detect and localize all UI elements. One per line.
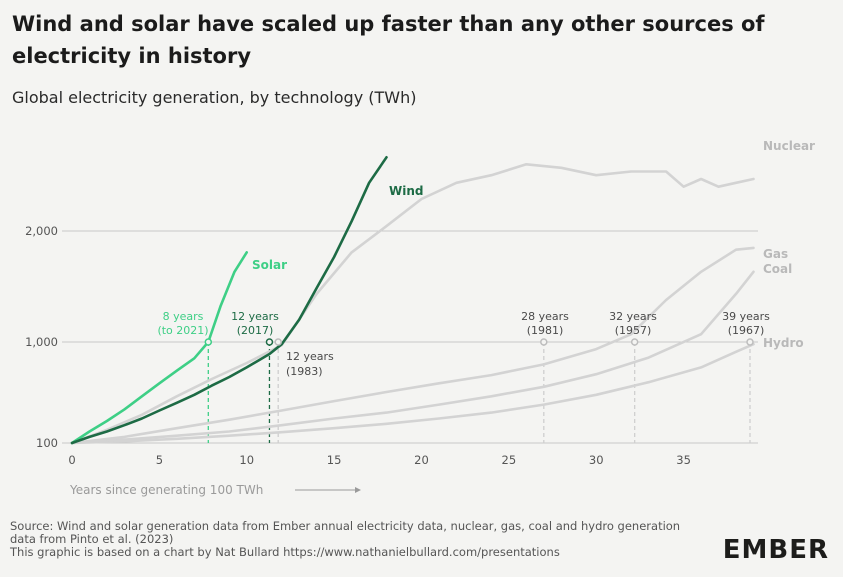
annotation-marker [265, 338, 274, 346]
series-label-wind: Wind [389, 184, 423, 198]
y-tick-label: 2,000 [25, 224, 58, 238]
x-tick-label: 0 [68, 453, 75, 467]
series-label-gas: Gas [763, 247, 788, 261]
x-tick-label: 30 [589, 453, 604, 467]
annotation-marker [540, 338, 548, 346]
annotation-label-years: 12 years [286, 350, 334, 363]
annotation-label-year: (2017) [237, 324, 274, 337]
x-tick-label: 35 [676, 453, 691, 467]
source-note: Source: Wind and solar generation data f… [10, 520, 690, 559]
x-tick-label: 25 [502, 453, 517, 467]
line-chart: 100 1,000 2,000 0 5 10 15 20 25 30 35 Years since g… [25, 139, 815, 497]
y-tick-label: 100 [36, 436, 58, 450]
annotation-label-years: 12 years [231, 310, 279, 323]
annotation-label-years: 39 years [722, 310, 770, 323]
annotation-label-years: 8 years [163, 310, 204, 323]
annotation-label-years: 32 years [609, 310, 657, 323]
series-label-hydro: Hydro [763, 336, 804, 350]
y-tick-label: 1,000 [25, 335, 58, 349]
series-label-solar: Solar [252, 258, 287, 272]
series-label-coal: Coal [763, 262, 792, 276]
x-tick-label: 5 [156, 453, 163, 467]
annotation-label-years: 28 years [521, 310, 569, 323]
source-line-2: This graphic is based on a chart by Nat … [10, 545, 560, 559]
x-tick-label: 20 [414, 453, 429, 467]
series-line-hydro [70, 342, 755, 445]
x-tick-label: 15 [327, 453, 342, 467]
series-line-coal [70, 270, 755, 445]
series-line-solar [70, 251, 248, 445]
annotation-label-year: (to 2021) [157, 324, 208, 337]
series-line-wind [70, 156, 388, 445]
annotation-label-year: (1981) [527, 324, 564, 337]
annotation-marker [274, 338, 282, 346]
chart-title: Wind and solar have scaled up faster tha… [12, 12, 765, 68]
annotation-label-year: (1957) [615, 324, 652, 337]
series-line-gas [70, 246, 755, 445]
x-tick-label: 10 [239, 453, 254, 467]
ember-logo: EMBER [722, 535, 829, 565]
annotation-marker [204, 338, 213, 346]
x-axis-label: Years since generating 100 TWh [69, 483, 263, 497]
chart-subtitle: Global electricity generation, by techno… [12, 88, 417, 107]
source-line-1: Source: Wind and solar generation data f… [10, 519, 681, 546]
x-axis-arrow-head [355, 487, 361, 493]
series-line-nuclear [70, 163, 755, 445]
series-label-nuclear: Nuclear [763, 139, 815, 153]
annotation-marker [630, 338, 639, 346]
annotation-label-year: (1983) [286, 365, 323, 378]
annotation-label-year: (1967) [728, 324, 765, 337]
annotation-marker [746, 338, 754, 346]
